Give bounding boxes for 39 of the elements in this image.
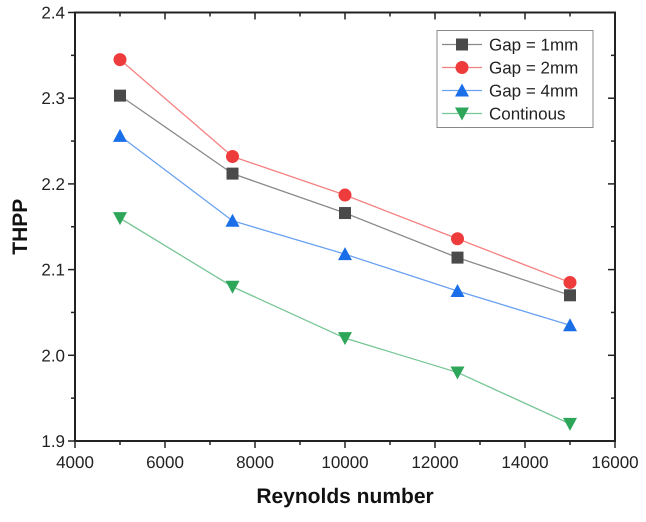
y-tick-label: 2.1 <box>41 260 65 280</box>
legend-label: Gap = 4mm <box>489 82 578 100</box>
point <box>451 232 464 246</box>
y-tick-label: 2.4 <box>41 4 65 22</box>
point <box>226 214 240 227</box>
point <box>114 53 126 66</box>
y-tick-label: 2.0 <box>41 346 65 366</box>
x-axis-title: Reynolds number <box>256 485 434 508</box>
point <box>338 188 352 202</box>
x-tick-label: 12000 <box>411 453 459 472</box>
y-tick-label: 1.9 <box>41 432 65 451</box>
point <box>114 90 126 102</box>
point <box>450 366 464 380</box>
point <box>226 150 239 163</box>
point <box>113 212 127 226</box>
x-tick-label: 16000 <box>591 453 639 472</box>
point <box>452 252 464 264</box>
point <box>113 128 127 142</box>
y-tick-label: 2.3 <box>41 89 65 108</box>
x-tick-label: 10000 <box>321 453 369 472</box>
point <box>338 247 352 260</box>
point <box>450 284 464 298</box>
x-tick-label: 6000 <box>146 453 184 472</box>
point <box>564 289 576 302</box>
point <box>226 168 238 180</box>
x-tick-label: 14000 <box>501 453 549 472</box>
x-tick-label: 4000 <box>56 453 94 472</box>
point <box>564 276 576 289</box>
point <box>563 418 577 431</box>
legend-label: Continous <box>489 104 566 124</box>
point <box>339 207 351 220</box>
x-tick-label: 8000 <box>236 453 274 472</box>
point <box>338 332 352 346</box>
y-tick-label: 2.2 <box>41 174 65 194</box>
legend-label: Gap = 2mm <box>489 58 578 78</box>
legend-label: Gap = 1mm <box>489 36 578 54</box>
y-axis-title: THPP <box>9 198 32 255</box>
point <box>563 318 577 332</box>
point <box>226 280 240 294</box>
